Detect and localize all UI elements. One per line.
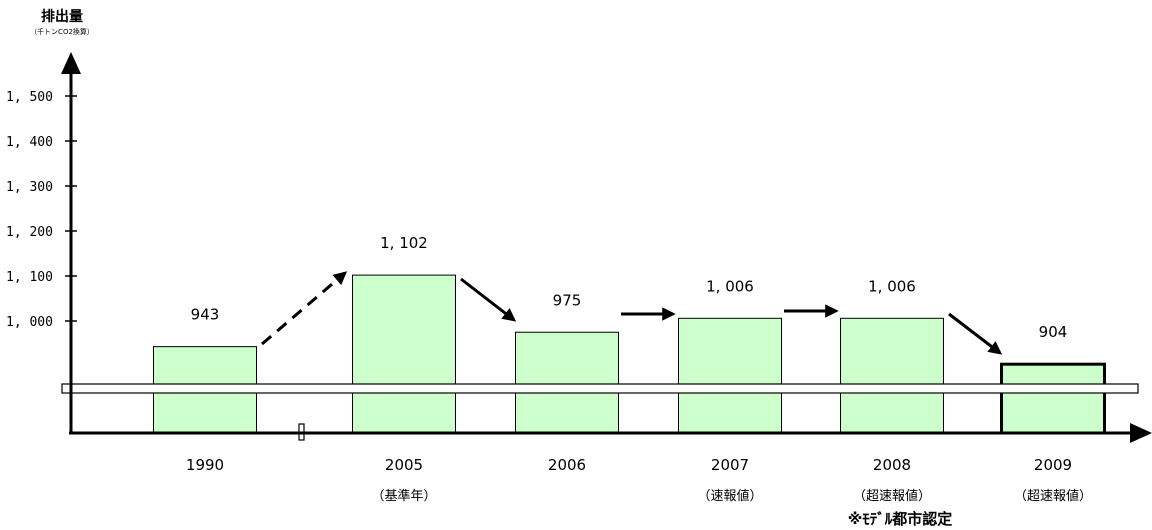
y-tick-label: 1, 300 — [6, 180, 53, 195]
bar — [515, 331, 619, 434]
data-label: 1, 006 — [706, 277, 754, 295]
transition-arrow — [261, 271, 348, 346]
x-tick-label: 2008 — [873, 456, 911, 474]
data-label: 1, 102 — [380, 234, 428, 252]
x-tick-note: （超速報値） — [853, 488, 931, 504]
y-axis-arrowhead — [61, 52, 81, 74]
bar — [352, 274, 456, 434]
bar — [1000, 362, 1106, 435]
x-axis-arrowhead — [1130, 423, 1152, 443]
data-label: 975 — [553, 291, 582, 309]
bar — [678, 317, 782, 434]
y-tick-label: 1, 200 — [6, 225, 53, 240]
y-axis-title: 排出量 — [41, 8, 83, 25]
x-tick-note: （超速報値） — [1014, 488, 1092, 504]
y-tick-label: 1, 400 — [6, 135, 53, 150]
footnote: ※ﾓﾃﾞﾙ都市認定 — [848, 510, 953, 528]
y-tick-label: 1, 100 — [6, 270, 53, 285]
transition-arrow — [948, 312, 1003, 355]
x-tick-label: 2005 — [385, 456, 423, 474]
data-label: 1, 006 — [868, 277, 916, 295]
y-axis-unit: （千トンCO2換算） — [30, 27, 94, 36]
bar — [840, 317, 944, 434]
data-label: 943 — [191, 306, 220, 324]
x-tick-label: 2007 — [711, 456, 749, 474]
y-tick-label: 1, 500 — [6, 90, 53, 105]
x-tick-label: 1990 — [186, 456, 224, 474]
axis-break-band — [61, 383, 1139, 394]
transition-arrow — [460, 277, 517, 322]
data-label: 904 — [1039, 323, 1068, 341]
x-tick-note: （速報値） — [697, 488, 762, 504]
y-tick-label: 1, 000 — [6, 315, 53, 330]
x-tick-note: （基準年） — [371, 488, 436, 504]
x-tick-label: 2006 — [548, 456, 586, 474]
x-tick-label: 2009 — [1034, 456, 1072, 474]
